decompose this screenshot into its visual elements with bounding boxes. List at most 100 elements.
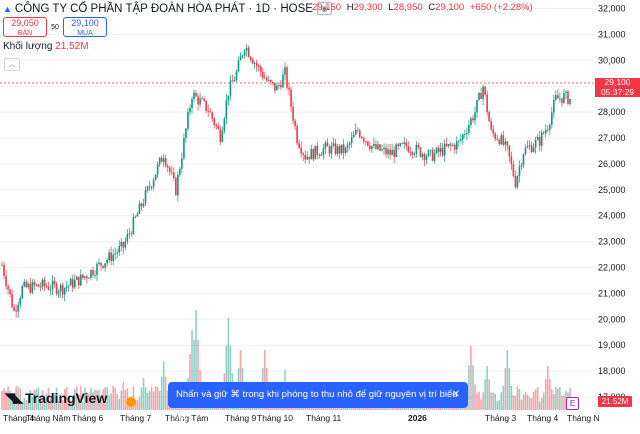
volume-bar <box>19 388 21 410</box>
candle-body <box>110 252 112 262</box>
candle-body <box>263 77 266 79</box>
volume-bar <box>9 390 11 410</box>
candle-body <box>13 307 15 311</box>
symbol-header[interactable]: ▲ CÔNG TY CỔ PHẦN TẬP ĐOÀN HÒA PHÁT · 1D… <box>0 0 332 17</box>
volume-bar <box>542 392 545 410</box>
volume-bar <box>11 393 13 410</box>
volume-bar <box>150 386 153 410</box>
volume-bar <box>484 379 486 410</box>
volume-bar <box>134 400 137 410</box>
volume-bar <box>17 386 19 410</box>
candle-body <box>47 286 50 290</box>
volume-legend[interactable]: Khối lượng 21.52M <box>3 41 89 52</box>
candle-body <box>177 174 179 196</box>
candle-body <box>162 158 165 162</box>
candle-body <box>45 285 48 287</box>
volume-bar <box>53 392 56 410</box>
volume-bar <box>500 392 503 410</box>
candle-body <box>565 91 567 94</box>
candle-body <box>268 79 270 81</box>
volume-bar <box>538 401 541 410</box>
candle-body <box>482 86 484 99</box>
volume-bar <box>108 395 110 410</box>
candle-body <box>130 233 133 235</box>
price-tick-label: 25,000 <box>598 185 626 195</box>
candle-body <box>288 87 290 90</box>
candle-body <box>286 67 288 88</box>
volume-bar <box>5 391 7 410</box>
volume-bar <box>227 318 230 410</box>
candle-body <box>425 156 428 160</box>
tradingview-logo[interactable]: ◥◣ TradingView <box>5 390 107 406</box>
candle-body <box>195 92 197 97</box>
volume-bar <box>65 386 68 410</box>
time-tick-label: Tháng Năm <box>26 413 70 423</box>
candle-body <box>401 143 404 145</box>
candle-body <box>278 84 280 86</box>
candle-body <box>526 146 529 148</box>
buy-price: 29,100 <box>71 18 99 28</box>
candle-body <box>205 100 207 111</box>
close-icon[interactable]: ✕ <box>451 389 460 400</box>
volume-bar <box>565 390 567 410</box>
price-tick-label: 26,000 <box>598 159 626 169</box>
price-tick-label: 32,000 <box>598 4 626 14</box>
candle-body <box>259 66 262 72</box>
candle-body <box>197 96 199 105</box>
candle-body <box>193 92 195 99</box>
price-tick-label: 24,000 <box>598 211 626 221</box>
candle-body <box>413 154 416 155</box>
candle-body <box>185 128 187 139</box>
candle-body <box>451 144 454 146</box>
buy-button[interactable]: 29,100 MUA <box>63 17 107 37</box>
candle-body <box>138 203 141 214</box>
candle-body <box>84 276 86 278</box>
volume-bar <box>55 387 58 410</box>
ohlc-high-value: 29,300 <box>353 2 383 13</box>
candle-body <box>532 147 535 152</box>
volume-bar <box>197 340 199 410</box>
candle-body <box>213 118 216 125</box>
candle-body <box>342 144 345 154</box>
candle-body <box>265 78 268 81</box>
volume-bar <box>154 386 157 410</box>
sell-button[interactable]: 29,050 BÁN <box>3 17 47 37</box>
price-tick-label: 28,000 <box>598 107 626 117</box>
candle-body <box>340 144 343 154</box>
candle-body <box>403 142 406 144</box>
candle-body <box>397 144 399 146</box>
volume-bar <box>63 388 66 410</box>
candle-body <box>298 143 300 148</box>
candle-body <box>227 95 230 101</box>
price-axis[interactable]: 32,00031,00030,00029,00028,00027,00026,0… <box>598 4 626 403</box>
volume-tag: 21.52M <box>598 396 632 407</box>
candle-body <box>158 157 161 165</box>
candle-body <box>7 285 9 290</box>
candle-body <box>367 141 369 146</box>
eye-icon[interactable]: ◉ <box>316 2 332 15</box>
candle-body <box>437 147 440 153</box>
volume-bar <box>494 393 497 410</box>
price-tick-label: 19,000 <box>598 340 626 350</box>
candle-body <box>150 186 153 188</box>
volume-bar <box>41 390 44 410</box>
candle-body <box>211 112 214 119</box>
bar-countdown: 05:37:29 <box>600 86 635 97</box>
candle-body <box>456 141 458 150</box>
candle-body <box>348 143 351 145</box>
earnings-marker-icon[interactable]: E <box>566 397 579 410</box>
candle-body <box>435 147 438 154</box>
price-chart[interactable]: 32,00031,00030,00029,00028,00027,00026,0… <box>0 0 640 425</box>
candle-body <box>375 143 377 149</box>
volume-bar <box>138 396 141 410</box>
candle-body <box>217 125 220 130</box>
ohlc-change: +650 (+2.28%) <box>469 2 533 13</box>
dividend-marker-icon[interactable] <box>126 397 136 407</box>
candlesticks <box>1 44 571 318</box>
candle-body <box>500 135 503 145</box>
candle-body <box>179 168 181 175</box>
collapse-legend-icon[interactable]: ︿ <box>4 58 20 71</box>
candle-body <box>385 147 387 155</box>
candle-body <box>122 241 125 248</box>
